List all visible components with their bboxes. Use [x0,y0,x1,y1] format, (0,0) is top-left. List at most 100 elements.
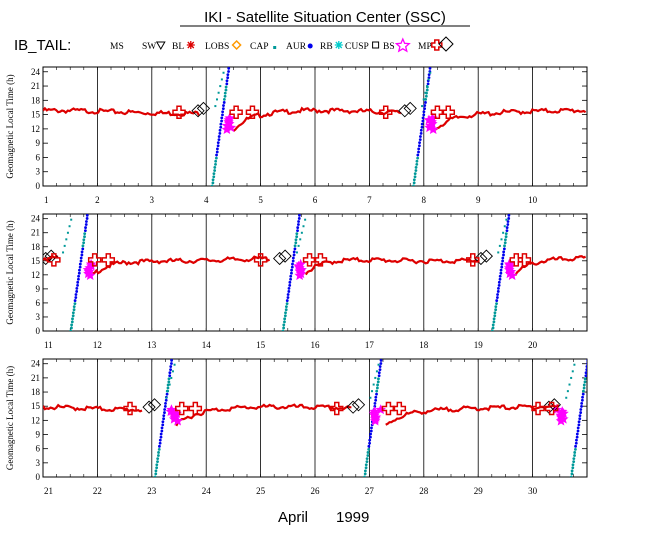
aur-point [504,238,507,242]
aur-point [160,429,164,433]
aur-point [83,232,87,236]
aur-point [582,386,586,390]
legend-asterisk-marker [334,41,343,49]
aur-point [499,268,503,272]
aur-point [496,296,499,299]
aur-point [414,166,418,169]
aur-point [156,454,160,457]
aur-point [227,70,230,73]
aur-point [214,162,217,166]
aur-point [424,97,428,101]
aur-point [171,356,174,359]
legend-star-marker [394,37,411,53]
aur-point [211,178,215,182]
aur-point [227,67,231,70]
aur-point [210,184,214,186]
aur-point [427,73,431,77]
aur-point [582,383,586,387]
aur-point [427,76,431,80]
aur-point [290,268,294,272]
aur-point [579,411,583,414]
bs-marker [166,404,177,415]
aur-point [379,359,383,362]
aur-point [426,82,430,86]
y-tick-label: 12 [31,270,40,280]
cap-point [502,231,505,234]
y-axis-label: Geomagnetic Local Time (h) [5,220,15,324]
bl-trace [92,255,271,275]
aur-point [164,401,167,405]
aur-point [81,244,85,248]
aur-point [493,311,497,315]
x-tick-label: 12 [93,340,102,350]
aur-point [580,398,584,402]
aur-point [505,229,509,233]
cap-point [165,396,168,399]
cusp-marker [196,101,211,116]
aur-point [413,175,417,179]
aur-point [213,166,217,169]
aur-point [373,401,377,405]
aur-point [80,250,84,254]
legend-cross-marker [431,39,443,51]
cap-point [422,98,425,101]
aur-point [496,290,500,293]
aur-point [212,175,216,179]
aur-point [414,169,418,172]
aur-point [498,274,502,278]
cusp-marker [398,104,412,118]
mp-marker [302,253,317,267]
panel-data [43,67,587,186]
bl-trace [434,107,587,131]
aur-point [87,211,90,214]
aur-point [370,426,373,430]
y-tick-label: 12 [31,415,40,425]
aur-point [578,417,582,421]
aur-point [420,125,424,129]
aur-point [363,475,366,477]
aur-point [71,311,75,315]
aur-point [154,472,158,476]
aur-point [81,247,85,251]
cap-point [424,91,427,94]
aur-point [505,226,509,229]
aur-point [297,223,300,226]
aur-point [369,432,372,436]
aur-point [570,469,574,473]
aur-point [575,435,579,439]
aur-point [222,101,226,104]
aur-point [376,383,379,387]
mp-marker [531,401,545,416]
aur-point [167,380,171,384]
aur-point [376,380,380,384]
aur-point [503,241,507,245]
aur-point [417,147,421,151]
aur-point [77,274,80,278]
legend-label: SW [142,42,156,52]
bl-trace [232,106,402,132]
legend-square-marker [273,46,277,49]
aur-point [369,429,373,433]
aur-point [162,414,166,418]
aur-point [72,305,76,309]
cap-point [500,238,503,241]
x-tick-label: 5 [258,195,263,205]
y-tick-label: 15 [31,110,41,120]
aur-point [507,217,511,220]
aur-point [299,211,302,214]
x-tick-label: 19 [474,340,484,350]
aur-point [168,371,172,375]
aur-point [379,362,383,365]
aur-point [159,435,163,439]
aur-point [82,241,86,245]
aur-point [165,392,169,396]
cap-point [62,251,65,254]
aur-point [158,438,162,442]
panel-data [43,356,587,477]
y-tick-label: 0 [36,181,41,191]
x-tick-label: 18 [419,340,429,350]
aur-point [582,389,585,393]
aur-point [85,220,88,223]
aur-point [84,226,87,229]
